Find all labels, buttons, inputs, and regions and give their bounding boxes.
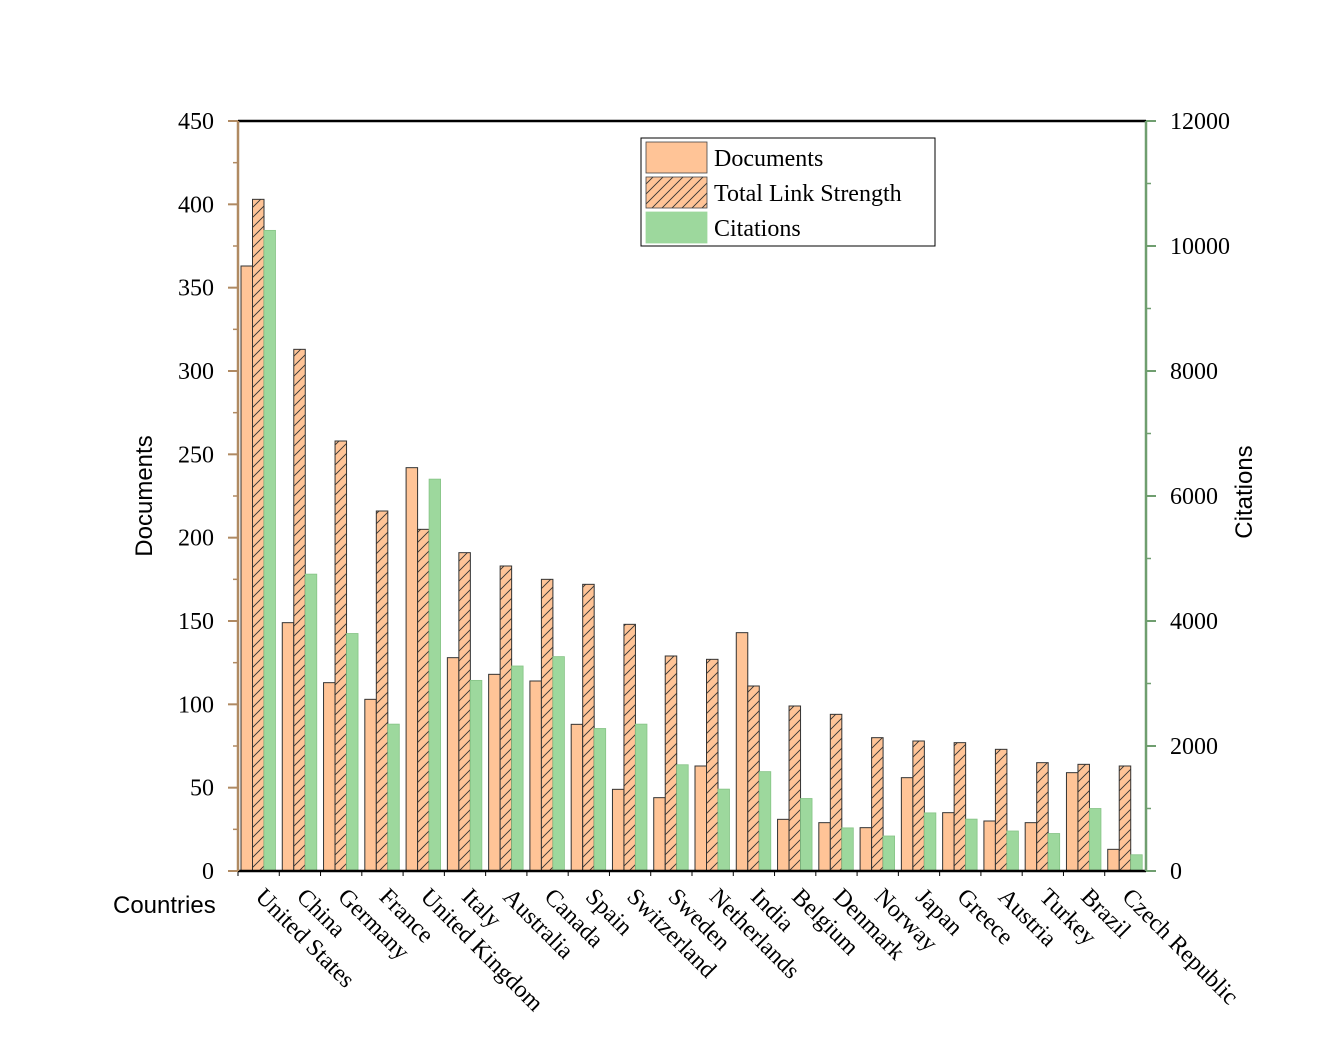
- bar-citations-turkey: [1047, 833, 1061, 872]
- y-axis-right-title: Citations: [1231, 445, 1258, 538]
- bar-link-strength-united-kingdom: [417, 528, 430, 872]
- y-left-tick-label: 300: [178, 359, 214, 385]
- bar-documents-france: [364, 698, 377, 872]
- y-right-tick-label: 2000: [1170, 734, 1218, 760]
- bar-documents-canada: [529, 680, 542, 872]
- bar-link-strength-spain: [582, 583, 595, 872]
- bar-citations-japan: [923, 812, 937, 872]
- y-right-tick-label: 8000: [1170, 359, 1218, 385]
- y-left-tick-label: 0: [202, 859, 214, 885]
- bar-citations-france: [387, 723, 400, 872]
- bar-documents-austria: [983, 820, 996, 872]
- legend-swatch-link-strength: [645, 176, 708, 209]
- bar-citations-united-kingdom: [428, 478, 441, 872]
- bar-documents-turkey: [1024, 822, 1038, 872]
- bar-link-strength-china: [293, 348, 306, 872]
- bar-citations-india: [758, 771, 772, 872]
- bar-link-strength-germany: [334, 440, 348, 872]
- bar-documents-united-states: [240, 265, 253, 872]
- bar-link-strength-japan: [912, 740, 925, 872]
- legend-label-link-strength: Total Link Strength: [714, 181, 902, 207]
- bar-citations-czech-republic: [1130, 854, 1143, 872]
- bar-documents-italy: [446, 657, 460, 872]
- bar-link-strength-norway: [871, 737, 884, 872]
- y-right-tick-label: 6000: [1170, 484, 1218, 510]
- bar-documents-belgium: [777, 818, 790, 872]
- bar-citations-switzerland: [635, 723, 648, 872]
- bar-citations-italy: [469, 679, 483, 872]
- bar-citations-canada: [552, 656, 565, 872]
- y-left-tick-label: 150: [178, 609, 214, 635]
- bar-link-strength-italy: [458, 552, 471, 872]
- bar-documents-czech-republic: [1107, 848, 1120, 872]
- bar-citations-belgium: [800, 798, 813, 872]
- bar-link-strength-switzerland: [623, 623, 636, 872]
- y-right-tick-label: 4000: [1170, 609, 1218, 635]
- bar-link-strength-denmark: [829, 713, 843, 872]
- bar-link-strength-austria: [994, 748, 1008, 872]
- bar-citations-china: [304, 573, 318, 872]
- bar-citations-united-states: [263, 229, 276, 872]
- y-right-tick-label: 12000: [1170, 109, 1230, 135]
- legend-label-citations: Citations: [714, 216, 801, 242]
- bar-citations-spain: [593, 728, 607, 872]
- bar-citations-denmark: [841, 827, 854, 872]
- bar-link-strength-france: [375, 510, 389, 872]
- bar-link-strength-australia: [499, 565, 513, 872]
- y-left-tick-label: 100: [178, 692, 214, 718]
- legend: Documents Total Link Strength Citations: [640, 137, 936, 247]
- bar-link-strength-brazil: [1077, 763, 1090, 872]
- legend-swatch-documents: [645, 141, 708, 174]
- bar-citations-greece: [965, 818, 978, 872]
- bar-link-strength-belgium: [788, 705, 802, 872]
- y-left-tick-label: 50: [190, 776, 214, 802]
- bar-link-strength-sweden: [664, 655, 678, 872]
- bar-documents-norway: [859, 827, 873, 872]
- bar-documents-denmark: [818, 822, 831, 872]
- y-left-tick-label: 200: [178, 526, 214, 552]
- bar-citations-austria: [1006, 830, 1019, 872]
- bar-documents-germany: [323, 682, 336, 872]
- x-axis-title: Countries: [113, 892, 216, 919]
- bar-citations-sweden: [676, 764, 689, 872]
- bar-link-strength-netherlands: [706, 658, 719, 872]
- y-left-tick-label: 250: [178, 442, 214, 468]
- bar-documents-spain: [570, 723, 584, 872]
- legend-label-documents: Documents: [714, 146, 823, 172]
- bars-layer: [240, 198, 1143, 872]
- bar-citations-australia: [511, 665, 524, 872]
- bar-link-strength-czech-republic: [1118, 765, 1132, 872]
- bar-link-strength-turkey: [1036, 762, 1049, 872]
- bar-link-strength-greece: [953, 742, 967, 872]
- bar-documents-australia: [488, 673, 501, 872]
- bar-documents-japan: [900, 777, 914, 872]
- bar-link-strength-united-states: [252, 198, 265, 872]
- bar-documents-netherlands: [694, 765, 707, 872]
- bar-documents-india: [735, 632, 749, 872]
- bar-documents-sweden: [653, 797, 666, 872]
- x-tick-label-czech-republic: Czech Republic: [1117, 884, 1243, 1010]
- bar-documents-brazil: [1065, 772, 1079, 872]
- y-left-tick-label: 450: [178, 109, 214, 135]
- bar-citations-germany: [346, 633, 359, 872]
- bar-documents-china: [281, 622, 295, 872]
- bar-documents-switzerland: [611, 788, 625, 872]
- y-right-tick-label: 0: [1170, 859, 1182, 885]
- legend-swatch-citations: [645, 211, 708, 244]
- bar-documents-greece: [942, 812, 955, 872]
- bar-citations-brazil: [1089, 808, 1102, 872]
- bar-link-strength-india: [747, 685, 760, 872]
- y-left-tick-label: 350: [178, 276, 214, 302]
- y-right-tick-label: 10000: [1170, 234, 1230, 260]
- bar-citations-norway: [882, 835, 895, 872]
- y-axis-left-title: Documents: [131, 435, 158, 556]
- y-left-tick-label: 400: [178, 192, 214, 218]
- bar-documents-united-kingdom: [405, 467, 419, 872]
- bar-link-strength-canada: [540, 578, 554, 872]
- bar-citations-netherlands: [717, 788, 730, 872]
